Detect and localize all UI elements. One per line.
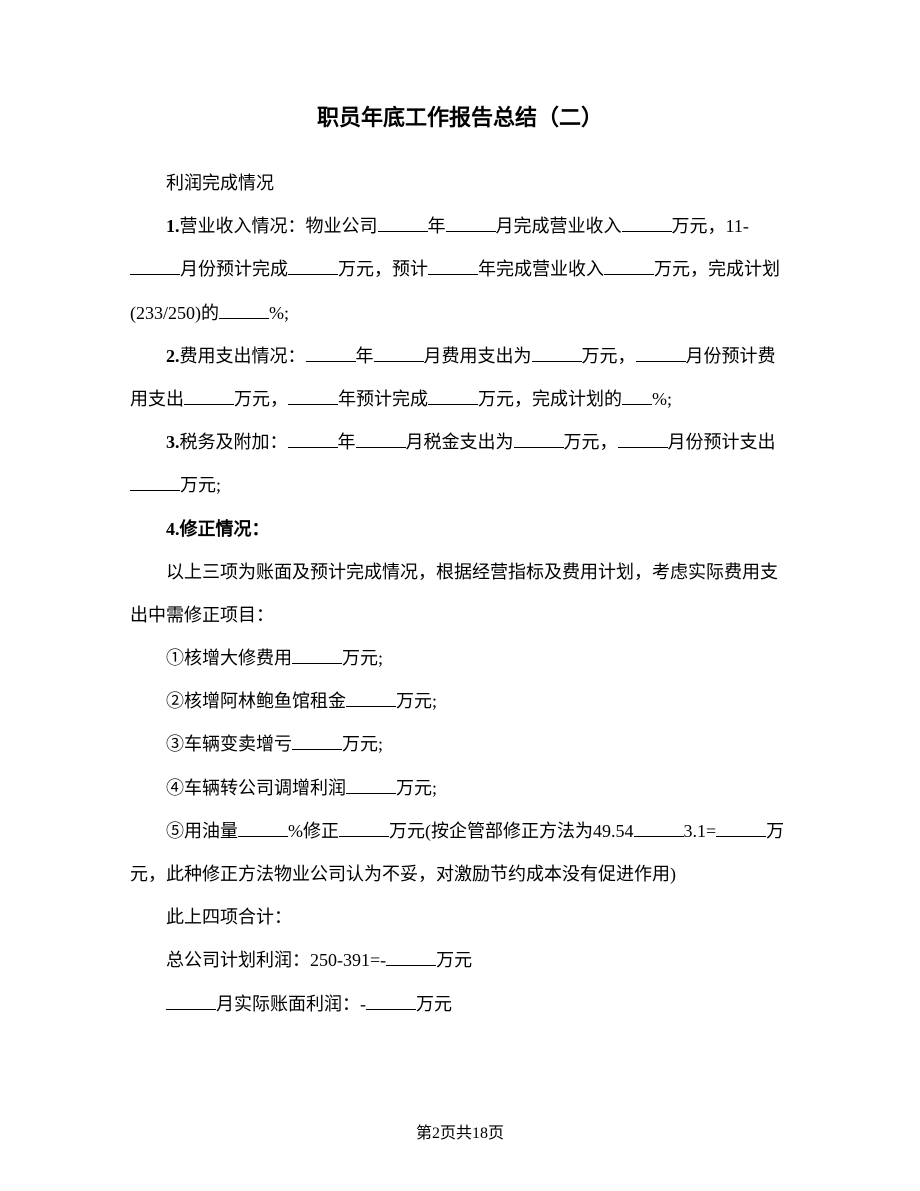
blank xyxy=(532,342,582,362)
blank xyxy=(238,817,288,837)
blank xyxy=(346,687,396,707)
blank xyxy=(374,342,424,362)
sub2-text-b: 万元; xyxy=(396,691,437,711)
blank xyxy=(428,385,478,405)
blank xyxy=(288,256,338,276)
item1-text-i: %; xyxy=(269,303,289,323)
actual-para: 月实际账面利润：- 万元 xyxy=(130,983,790,1026)
sub3-para: ③车辆变卖增亏 万元; xyxy=(130,723,790,766)
blank xyxy=(166,990,216,1010)
item1-text-b: 年 xyxy=(428,216,446,236)
blank xyxy=(356,428,406,448)
item3-text-f: 万元; xyxy=(180,475,221,495)
document-title: 职员年底工作报告总结（二） xyxy=(130,100,790,132)
item1-label: 1. xyxy=(166,216,180,236)
sub1-text-a: ①核增大修费用 xyxy=(166,648,292,668)
item2-text-g: 年预计完成 xyxy=(338,389,428,409)
item3-text-e: 月份预计支出 xyxy=(668,432,776,452)
actual-text-a: 月实际账面利润：- xyxy=(216,994,366,1014)
item3-label: 3. xyxy=(166,432,180,452)
item4-label: 4. xyxy=(166,519,180,539)
actual-text-b: 万元 xyxy=(416,994,452,1014)
sub2-para: ②核增阿林鲍鱼馆租金 万元; xyxy=(130,680,790,723)
blank xyxy=(346,774,396,794)
total-para: 此上四项合计： xyxy=(130,896,790,939)
item4-title-para: 4.修正情况： xyxy=(130,508,790,551)
item2-text-i: %; xyxy=(652,389,672,409)
sub3-text-a: ③车辆变卖增亏 xyxy=(166,734,292,754)
sub5-text-d: 3.1= xyxy=(684,821,717,841)
blank xyxy=(446,212,496,232)
item1-text-e: 月份预计完成 xyxy=(180,259,288,279)
blank xyxy=(636,342,686,362)
item2-para: 2.费用支出情况：年月费用支出为万元，月份预计费用支出万元，年预计完成万元，完成… xyxy=(130,335,790,421)
item2-text-b: 年 xyxy=(356,346,374,366)
blank xyxy=(622,385,652,405)
page-footer: 第2页共18页 xyxy=(0,1119,920,1143)
item3-text-d: 万元， xyxy=(564,432,618,452)
item1-para: 1.营业收入情况：物业公司 年 月完成营业收入 万元，11- xyxy=(130,205,790,248)
sub4-para: ④车辆转公司调增利润 万元; xyxy=(130,767,790,810)
item3-text-c: 月税金支出为 xyxy=(406,432,514,452)
item1-text-g: 年完成营业收入 xyxy=(478,259,604,279)
sub5-para: ⑤用油量%修正万元(按企管部修正方法为49.543.1=万元，此种修正方法物业公… xyxy=(130,810,790,896)
item2-text-c: 月费用支出为 xyxy=(424,346,532,366)
item1-text-f: 万元，预计 xyxy=(338,259,428,279)
blank xyxy=(634,817,684,837)
sub2-text-a: ②核增阿林鲍鱼馆租金 xyxy=(166,691,346,711)
item1-text-d: 万元，11- xyxy=(672,216,749,236)
blank xyxy=(622,212,672,232)
blank xyxy=(716,817,766,837)
blank xyxy=(184,385,234,405)
sub5-text-b: %修正 xyxy=(288,821,339,841)
blank xyxy=(604,256,654,276)
blank xyxy=(292,644,342,664)
profit-para: 总公司计划利润：250-391=- 万元 xyxy=(130,939,790,982)
profit-text-a: 总公司计划利润：250-391=- xyxy=(166,950,386,970)
sub4-text-a: ④车辆转公司调增利润 xyxy=(166,778,346,798)
item4-title: 修正情况： xyxy=(180,519,270,539)
blank xyxy=(130,256,180,276)
item3-text-a: 税务及附加： xyxy=(180,432,288,452)
blank xyxy=(219,299,269,319)
blank xyxy=(292,731,342,751)
intro-para: 利润完成情况 xyxy=(130,162,790,205)
blank xyxy=(339,817,389,837)
item2-label: 2. xyxy=(166,346,180,366)
sub5-text-c: 万元(按企管部修正方法为49.54 xyxy=(389,821,634,841)
blank xyxy=(366,990,416,1010)
item2-text-f: 万元， xyxy=(234,389,288,409)
profit-text-b: 万元 xyxy=(436,950,472,970)
sub4-text-b: 万元; xyxy=(396,778,437,798)
item1-text-a: 营业收入情况：物业公司 xyxy=(180,216,378,236)
sub3-text-b: 万元; xyxy=(342,734,383,754)
item1-cont: 月份预计完成万元，预计年完成营业收入万元，完成计划(233/250)的%; xyxy=(130,248,790,334)
item3-text-b: 年 xyxy=(338,432,356,452)
blank xyxy=(130,472,180,492)
item2-text-h: 万元，完成计划的 xyxy=(478,389,622,409)
document-content: 利润完成情况 1.营业收入情况：物业公司年月完成营业收入万元，11- 月份预计完… xyxy=(130,162,790,1026)
sub1-text-b: 万元; xyxy=(342,648,383,668)
item2-text-d: 万元， xyxy=(582,346,636,366)
sub5-text-a: ⑤用油量 xyxy=(166,821,238,841)
blank xyxy=(378,212,428,232)
blank xyxy=(288,385,338,405)
blank xyxy=(428,256,478,276)
blank xyxy=(618,428,668,448)
blank xyxy=(514,428,564,448)
item3-para: 3.税务及附加： 年 月税金支出为 万元， 月份预计支出万元; xyxy=(130,421,790,507)
item1-text-c: 月完成营业收入 xyxy=(496,216,622,236)
blank xyxy=(386,947,436,967)
item4-intro: 以上三项为账面及预计完成情况，根据经营指标及费用计划，考虑实际费用支出中需修正项… xyxy=(130,551,790,637)
blank xyxy=(288,428,338,448)
sub1-para: ①核增大修费用 万元; xyxy=(130,637,790,680)
blank xyxy=(306,342,356,362)
item2-text-a: 费用支出情况： xyxy=(180,346,306,366)
